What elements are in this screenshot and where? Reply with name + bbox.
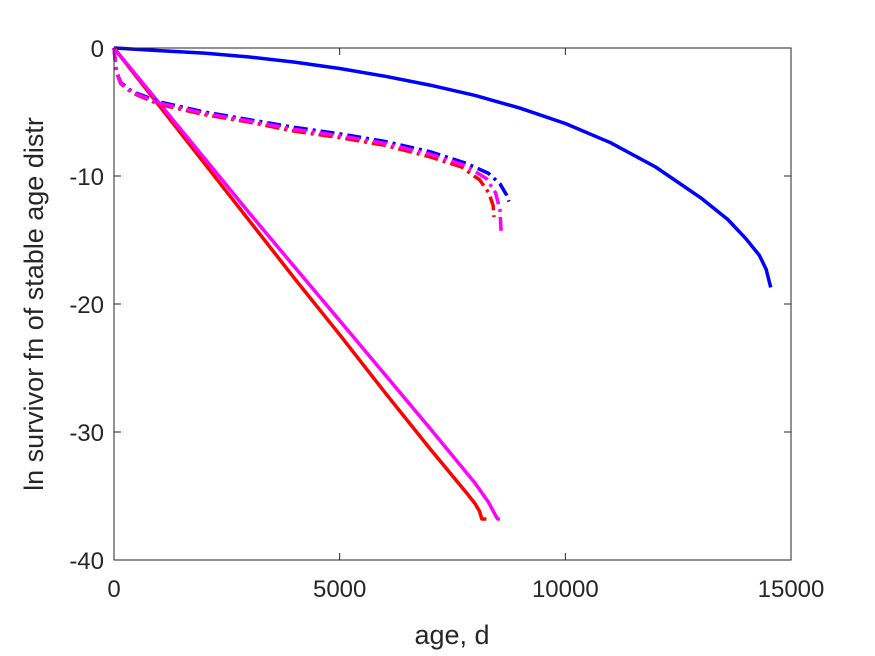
- series-line-3-solid: [112, 46, 500, 521]
- series-line-6-dashdot: [112, 47, 503, 234]
- x-tick-label: 5000: [313, 576, 366, 603]
- y-tick-label: -30: [69, 420, 104, 447]
- y-tick-label: -40: [69, 548, 104, 575]
- x-tick-label: 15000: [758, 576, 825, 603]
- series-line-2-solid: [112, 46, 487, 521]
- y-tick-label: -10: [69, 164, 104, 191]
- series-layer: [112, 46, 773, 521]
- x-tick-label: 10000: [532, 576, 599, 603]
- tick-layer: 0 5000 10000 15000 0 -10 -20 -30 -40: [69, 36, 824, 603]
- series-line-4-dashdot: [112, 47, 511, 203]
- x-axis-label: age, d: [414, 620, 489, 650]
- y-tick-label: -20: [69, 292, 104, 319]
- series-line-1-solid: [113, 46, 773, 288]
- x-tick-label: 0: [107, 576, 120, 603]
- y-axis-label: ln survivor fn of stable age distr: [19, 117, 49, 491]
- plot-background: [114, 48, 791, 560]
- y-tick-label: 0: [91, 36, 104, 63]
